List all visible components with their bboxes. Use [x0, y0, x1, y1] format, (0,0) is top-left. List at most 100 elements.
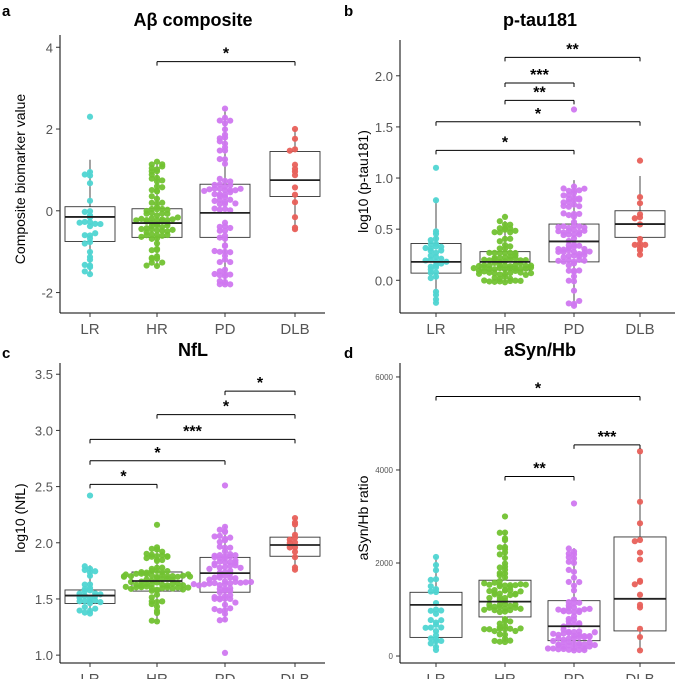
data-point-PD: [211, 554, 218, 561]
y-tick-label: 2.0: [375, 69, 393, 84]
data-point-HR: [153, 174, 161, 181]
y-tick-label: 0.5: [375, 222, 393, 237]
data-point-HR: [507, 591, 514, 599]
data-point-PD: [211, 595, 218, 602]
data-point-LR: [432, 273, 440, 280]
data-point-HR: [496, 275, 503, 282]
data-point-PD: [221, 266, 229, 273]
data-point-HR: [148, 565, 155, 572]
data-point-HR: [501, 536, 509, 544]
data-point-DLB: [291, 191, 299, 198]
data-point-PD: [576, 267, 583, 274]
panel-title: aSyn/Hb: [504, 340, 576, 360]
data-point-PD: [216, 117, 223, 124]
data-point-HR: [120, 573, 128, 580]
data-point-LR: [427, 624, 434, 631]
y-axis-label: aSyn/Hb ratio: [355, 475, 371, 560]
data-point-HR: [148, 209, 155, 217]
data-point-PD: [216, 589, 223, 596]
sig-label: ***: [530, 67, 549, 84]
data-point-PD: [560, 254, 567, 261]
data-point-PD: [216, 596, 223, 603]
x-tick-label: LR: [80, 321, 99, 338]
data-point-HR: [122, 583, 129, 590]
data-point-PD: [576, 223, 583, 230]
data-point-PD: [570, 604, 578, 611]
data-point-HR: [148, 617, 155, 624]
data-point-HR: [153, 544, 161, 551]
data-point-PD: [560, 210, 567, 217]
data-point-HR: [496, 569, 503, 577]
data-point-HR: [148, 168, 155, 175]
data-point-LR: [86, 223, 94, 230]
data-point-HR: [481, 626, 488, 633]
data-point-PD: [216, 175, 223, 182]
data-point-PD: [560, 199, 567, 206]
data-point-PD: [570, 189, 578, 197]
data-point-HR: [501, 546, 509, 553]
data-point-PD: [227, 207, 234, 214]
panel-title: NfL: [178, 340, 208, 360]
data-point-PD: [560, 258, 567, 265]
data-point-PD: [570, 252, 578, 259]
sig-label: *: [154, 445, 161, 462]
data-point-HR: [481, 268, 488, 275]
data-point-LR: [81, 171, 88, 178]
data-point-LR: [427, 640, 434, 647]
data-point-LR: [438, 617, 445, 624]
data-point-HR: [501, 574, 509, 581]
data-point-PD: [544, 645, 552, 652]
data-point-DLB: [291, 531, 299, 538]
data-point-PD: [221, 610, 229, 617]
data-point-PD: [550, 630, 557, 637]
data-point-HR: [486, 626, 493, 633]
data-point-LR: [81, 581, 88, 588]
data-point-DLB: [291, 548, 299, 555]
data-point-HR: [501, 560, 509, 567]
data-point-PD: [570, 640, 578, 647]
data-point-LR: [432, 643, 440, 650]
data-point-PD: [565, 191, 572, 199]
data-point-HR: [159, 556, 166, 564]
data-point-DLB: [636, 536, 644, 544]
data-point-PD: [570, 226, 578, 233]
data-point-HR: [512, 277, 519, 284]
data-point-LR: [427, 236, 434, 244]
data-point-PD: [591, 629, 598, 636]
data-point-HR: [148, 553, 155, 560]
data-point-HR: [143, 555, 150, 562]
data-point-HR: [512, 604, 519, 611]
data-point-LR: [432, 576, 440, 583]
data-point-PD: [581, 257, 588, 264]
data-point-LR: [432, 228, 440, 235]
data-point-PD: [570, 213, 578, 220]
data-point-PD: [211, 247, 218, 255]
data-point-DLB: [636, 251, 644, 258]
x-tick-label: LR: [426, 321, 445, 338]
data-point-DLB: [636, 448, 644, 455]
data-point-LR: [432, 197, 440, 204]
data-point-DLB: [291, 184, 299, 191]
data-point-PD: [221, 219, 229, 226]
data-point-DLB: [291, 554, 299, 561]
data-point-HR: [470, 265, 477, 272]
data-point-HR: [148, 600, 155, 608]
data-point-HR: [491, 254, 498, 261]
data-point-HR: [159, 210, 166, 217]
data-point-PD: [237, 579, 244, 586]
data-point-PD: [216, 258, 223, 266]
data-point-LR: [432, 561, 440, 569]
data-point-LR: [86, 180, 94, 187]
data-point-PD: [206, 576, 213, 583]
data-point-DLB: [291, 564, 299, 571]
data-point-PD: [565, 224, 572, 232]
data-point-PD: [570, 300, 578, 307]
data-point-LR: [81, 218, 88, 226]
data-point-LR: [432, 606, 440, 613]
data-point-PD: [227, 580, 234, 587]
data-point-LR: [92, 220, 99, 227]
data-point-LR: [432, 253, 440, 260]
data-point-PD: [211, 605, 218, 613]
y-axis-label: Composite biomarker value: [12, 94, 28, 265]
